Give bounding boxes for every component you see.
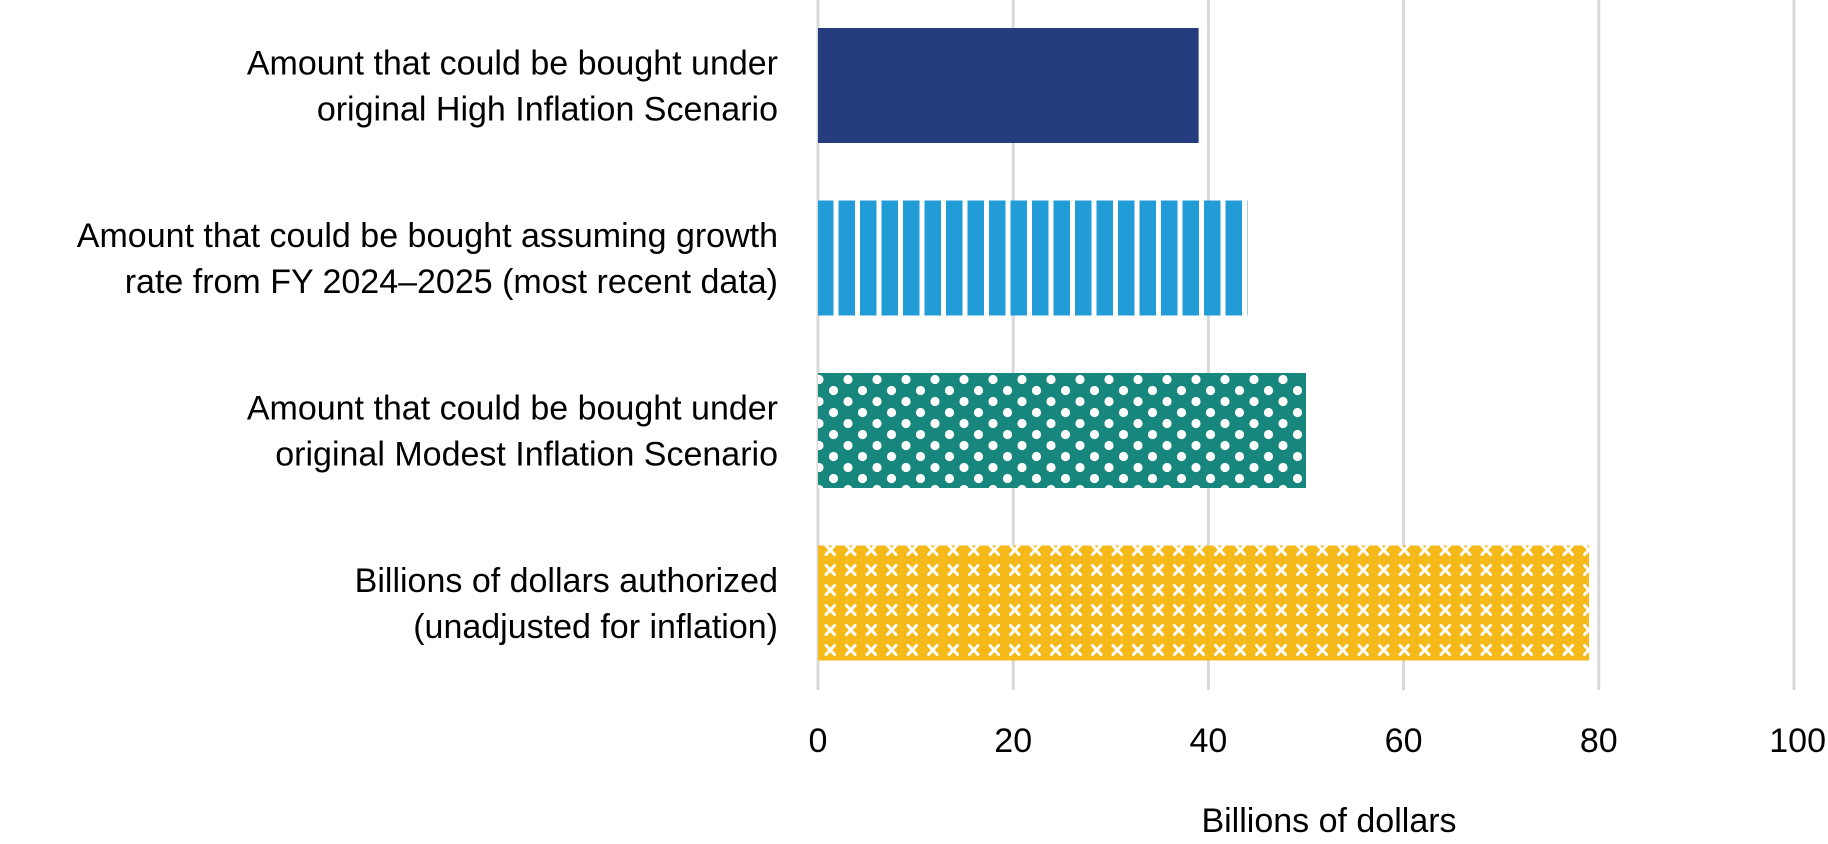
bar-1	[818, 28, 1199, 143]
bar-2	[818, 200, 1248, 316]
category-label-3-line-2: original Modest Inflation Scenario	[275, 436, 778, 474]
tick-label-60: 60	[1385, 722, 1423, 760]
category-labels: Amount that could be bought under origina…	[77, 45, 778, 647]
category-label-1-line-1: Amount that could be bought under	[247, 45, 778, 83]
category-label-3-line-1: Amount that could be bought under	[247, 390, 778, 428]
x-axis-title: Billions of dollars	[1201, 802, 1456, 840]
category-label-1-line-2: original High Inflation Scenario	[317, 91, 778, 129]
category-label-4: Billions of dollars authorized (unadjuste…	[355, 562, 778, 646]
bars	[818, 28, 1590, 661]
tick-label-20: 20	[994, 722, 1032, 760]
bar-4	[818, 545, 1590, 661]
category-label-1: Amount that could be bought under origina…	[247, 45, 778, 129]
tick-label-80: 80	[1580, 722, 1618, 760]
category-label-2-line-1: Amount that could be bought assuming gro…	[77, 217, 778, 255]
tick-label-0: 0	[809, 722, 828, 760]
category-label-4-line-1: Billions of dollars authorized	[355, 562, 778, 600]
tick-label-100: 100	[1769, 722, 1826, 760]
category-label-2: Amount that could be bought assuming gro…	[77, 217, 778, 301]
category-label-4-line-2: (unadjusted for inflation)	[413, 608, 778, 646]
category-label-2-line-2: rate from FY 2024–2025 (most recent data…	[125, 263, 778, 301]
bar-3	[818, 373, 1306, 488]
x-axis-tick-labels: 0 20 40 60 80 100	[809, 722, 1826, 760]
category-label-3: Amount that could be bought under origina…	[247, 390, 778, 474]
tick-label-40: 40	[1189, 722, 1227, 760]
